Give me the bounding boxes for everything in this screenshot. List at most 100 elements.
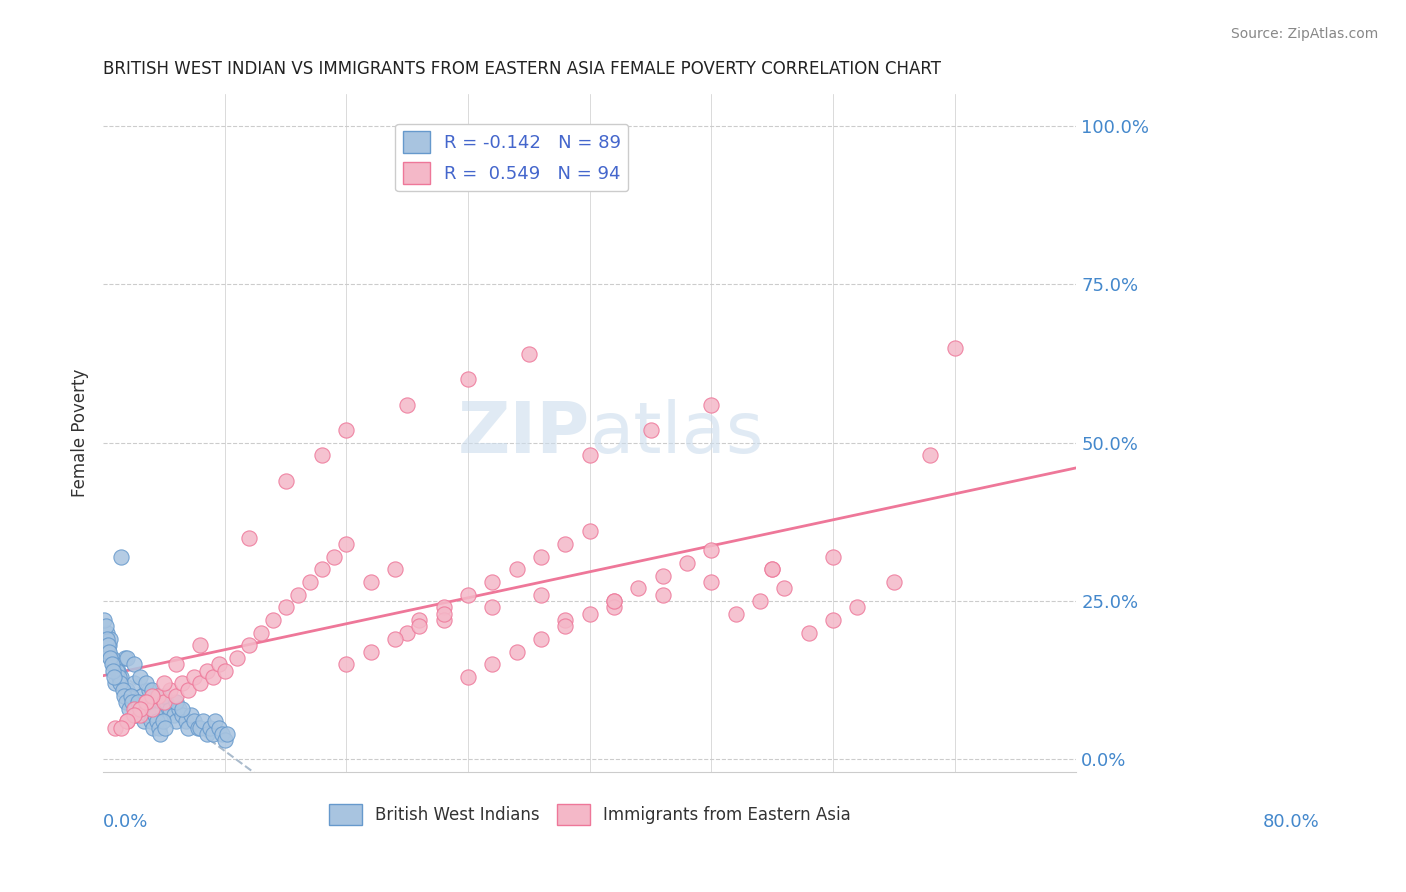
Point	[530, 632, 553, 646]
Point	[141, 682, 163, 697]
Point	[578, 449, 600, 463]
Point	[165, 695, 187, 709]
Point	[773, 582, 796, 596]
Point	[135, 695, 157, 709]
Point	[201, 727, 224, 741]
Point	[165, 657, 187, 672]
Point	[153, 721, 176, 735]
Point	[122, 676, 145, 690]
Point	[153, 708, 176, 723]
Point	[104, 676, 127, 690]
Point	[823, 549, 845, 564]
Point	[214, 733, 236, 747]
Point	[128, 708, 150, 723]
Point	[384, 632, 406, 646]
Point	[100, 651, 122, 665]
Point	[155, 695, 177, 709]
Point	[114, 651, 136, 665]
Point	[724, 607, 747, 621]
Point	[396, 625, 419, 640]
Point	[129, 702, 152, 716]
Point	[640, 423, 662, 437]
Point	[214, 664, 236, 678]
Point	[165, 714, 187, 729]
Point	[124, 702, 146, 716]
Point	[920, 449, 942, 463]
Point	[187, 721, 209, 735]
Point	[103, 670, 125, 684]
Point	[96, 632, 118, 646]
Point	[110, 721, 132, 735]
Point	[603, 594, 626, 608]
Point	[554, 613, 576, 627]
Point	[112, 689, 135, 703]
Point	[149, 727, 172, 741]
Point	[457, 588, 479, 602]
Point	[110, 549, 132, 564]
Point	[118, 689, 141, 703]
Point	[127, 695, 149, 709]
Point	[135, 695, 157, 709]
Point	[172, 676, 194, 690]
Point	[262, 613, 284, 627]
Point	[105, 664, 128, 678]
Point	[142, 721, 165, 735]
Point	[530, 549, 553, 564]
Point	[100, 657, 122, 672]
Point	[115, 695, 138, 709]
Point	[335, 423, 357, 437]
Point	[122, 702, 145, 716]
Point	[517, 347, 540, 361]
Point	[749, 594, 772, 608]
Point	[163, 708, 186, 723]
Point	[201, 670, 224, 684]
Point	[190, 639, 212, 653]
Point	[141, 702, 163, 716]
Point	[159, 702, 181, 716]
Point	[96, 625, 118, 640]
Point	[153, 676, 176, 690]
Point	[274, 600, 297, 615]
Point	[360, 645, 382, 659]
Point	[578, 524, 600, 539]
Point	[190, 721, 212, 735]
Point	[311, 562, 333, 576]
Point	[128, 702, 150, 716]
Point	[384, 562, 406, 576]
Point	[396, 398, 419, 412]
Point	[135, 702, 157, 716]
Point	[153, 695, 176, 709]
Point	[481, 600, 503, 615]
Y-axis label: Female Poverty: Female Poverty	[72, 369, 89, 498]
Point	[159, 682, 181, 697]
Point	[943, 341, 966, 355]
Point	[651, 588, 673, 602]
Text: BRITISH WEST INDIAN VS IMMIGRANTS FROM EASTERN ASIA FEMALE POVERTY CORRELATION C: BRITISH WEST INDIAN VS IMMIGRANTS FROM E…	[103, 60, 941, 78]
Point	[108, 670, 131, 684]
Point	[408, 619, 430, 633]
Point	[761, 562, 783, 576]
Point	[150, 702, 173, 716]
Point	[141, 689, 163, 703]
Point	[134, 714, 156, 729]
Text: ZIP: ZIP	[457, 399, 589, 467]
Point	[211, 727, 233, 741]
Point	[217, 727, 239, 741]
Point	[823, 613, 845, 627]
Point	[204, 714, 226, 729]
Point	[530, 588, 553, 602]
Point	[110, 670, 132, 684]
Point	[627, 582, 650, 596]
Point	[117, 651, 139, 665]
Point	[100, 632, 122, 646]
Point	[117, 682, 139, 697]
Point	[139, 714, 162, 729]
Point	[700, 543, 723, 558]
Point	[146, 695, 169, 709]
Point	[287, 588, 309, 602]
Point	[117, 714, 139, 729]
Legend: British West Indians, Immigrants from Eastern Asia: British West Indians, Immigrants from Ea…	[322, 797, 858, 831]
Point	[100, 651, 122, 665]
Point	[118, 702, 141, 716]
Point	[143, 708, 166, 723]
